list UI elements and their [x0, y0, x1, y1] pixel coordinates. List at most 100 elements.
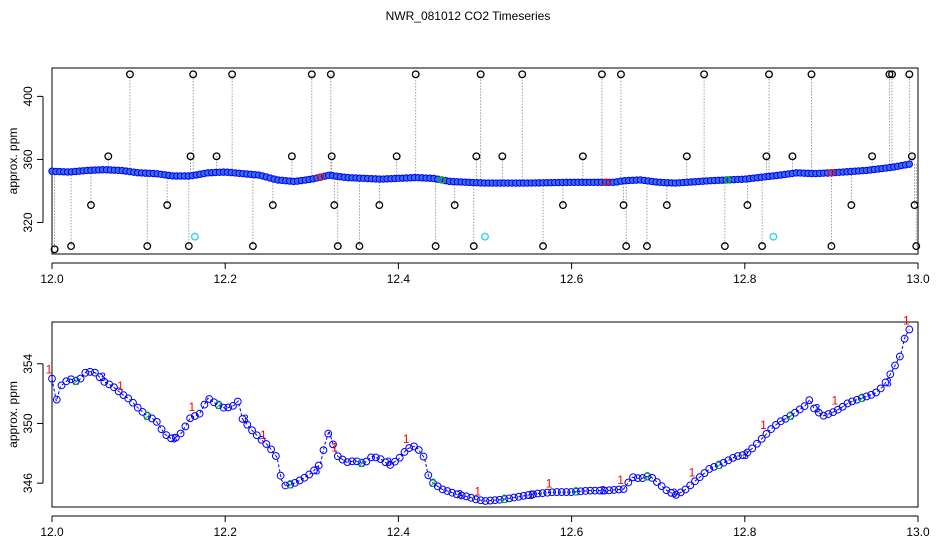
data-point [57, 381, 66, 390]
data-point [338, 455, 347, 464]
flask-point [912, 242, 921, 251]
x-tick-label: 12.8 [733, 525, 757, 539]
data-point [533, 489, 542, 498]
data-point [448, 488, 456, 497]
flask-point [248, 242, 257, 251]
data-point [748, 444, 757, 453]
data-point [595, 486, 604, 495]
top-panel: 12.0 12.2 12.4 12.6 12.8 13.0 320 360 400 approx.… [6, 67, 930, 286]
x-tick-label: 12.6 [560, 272, 584, 286]
data-point [305, 470, 314, 479]
flask-point [762, 152, 771, 161]
data-point [152, 417, 161, 426]
data-point [648, 474, 657, 482]
y-axis-label: approx. ppm [6, 128, 20, 195]
y-tick-label: 346 [21, 473, 35, 493]
flask-point [617, 70, 625, 79]
data-point [271, 452, 280, 460]
flask-point [50, 245, 59, 254]
data-point [457, 491, 466, 500]
data-point [114, 387, 123, 396]
x-tick-label: 12.4 [387, 525, 411, 539]
series-marker-label: 2 [644, 469, 651, 483]
y-tick-label: 350 [21, 413, 35, 433]
flask-point [518, 70, 527, 79]
data-point [86, 367, 95, 376]
flask-point [326, 70, 335, 79]
data-point [524, 491, 533, 499]
data-point [67, 375, 75, 384]
data-point [633, 474, 642, 483]
chart-title: NWR_081012 CO2 Timeseries [385, 9, 551, 23]
flask-point [827, 242, 836, 251]
data-point [710, 462, 718, 471]
series-marker-label: 2 [715, 458, 722, 472]
series-marker-label: 3 [242, 412, 249, 426]
series-marker-label: 2 [358, 456, 365, 470]
data-point [133, 403, 142, 412]
data-point [548, 488, 557, 497]
flask-point [307, 70, 316, 79]
data-point [900, 334, 909, 343]
data-point [167, 434, 175, 443]
data-point [753, 439, 761, 448]
data-point [267, 445, 275, 454]
series-marker-label: 3 [814, 402, 821, 416]
data-point [248, 426, 256, 435]
series-marker-label: 3 [99, 370, 106, 384]
data-point [891, 361, 899, 370]
data-point [829, 408, 838, 417]
data-point [714, 461, 723, 470]
data-point [124, 394, 133, 403]
data-point [762, 429, 771, 438]
data-point [757, 434, 766, 443]
flask-point [642, 242, 651, 251]
data-point [376, 455, 385, 464]
series-marker-label: 1 [546, 476, 553, 490]
data-point [491, 496, 499, 505]
data-point [414, 446, 423, 454]
data-point [876, 384, 885, 393]
data-point [371, 453, 380, 462]
data-point [691, 477, 699, 486]
series-marker-label: 1 [832, 394, 839, 408]
data-point [586, 486, 595, 495]
series-marker-label: 2 [287, 478, 294, 492]
series-marker-label: 2 [144, 409, 151, 423]
data-point [514, 492, 523, 501]
flask-point [268, 201, 277, 210]
flask-point [431, 242, 440, 251]
series-line [51, 329, 910, 502]
series-marker-label: 1 [117, 379, 124, 393]
x-tick-label: 13.0 [906, 272, 930, 286]
flask-point [622, 242, 631, 251]
outlier-point [769, 232, 778, 241]
flask-point [558, 201, 567, 210]
series-marker-label: 2 [215, 398, 222, 412]
flask-point [720, 242, 729, 251]
data-point [738, 451, 747, 460]
data-point [729, 453, 738, 462]
data-point [138, 407, 147, 416]
data-point [662, 486, 671, 495]
data-point [276, 471, 285, 480]
flask-point [619, 201, 628, 210]
data-point [100, 378, 109, 386]
data-point [895, 352, 904, 361]
data-point [495, 495, 504, 504]
data-point [452, 490, 461, 499]
data-point [557, 488, 566, 496]
baseline-accent [437, 176, 446, 184]
flask-point [807, 70, 816, 79]
series-marker-label: 1 [474, 484, 481, 498]
data-point [357, 459, 366, 467]
series-marker-label: 3 [671, 486, 678, 500]
bottom-panel: 12.0 12.2 12.4 12.6 12.8 13.0 346 350 354approx.… [6, 313, 930, 539]
flask-point [700, 70, 709, 79]
data-point [862, 392, 871, 401]
flask-point [186, 152, 195, 161]
data-point [538, 489, 547, 497]
series-marker-label: 1 [331, 440, 338, 454]
series-marker-label: 1 [46, 363, 53, 377]
baseline-accent [602, 178, 611, 187]
